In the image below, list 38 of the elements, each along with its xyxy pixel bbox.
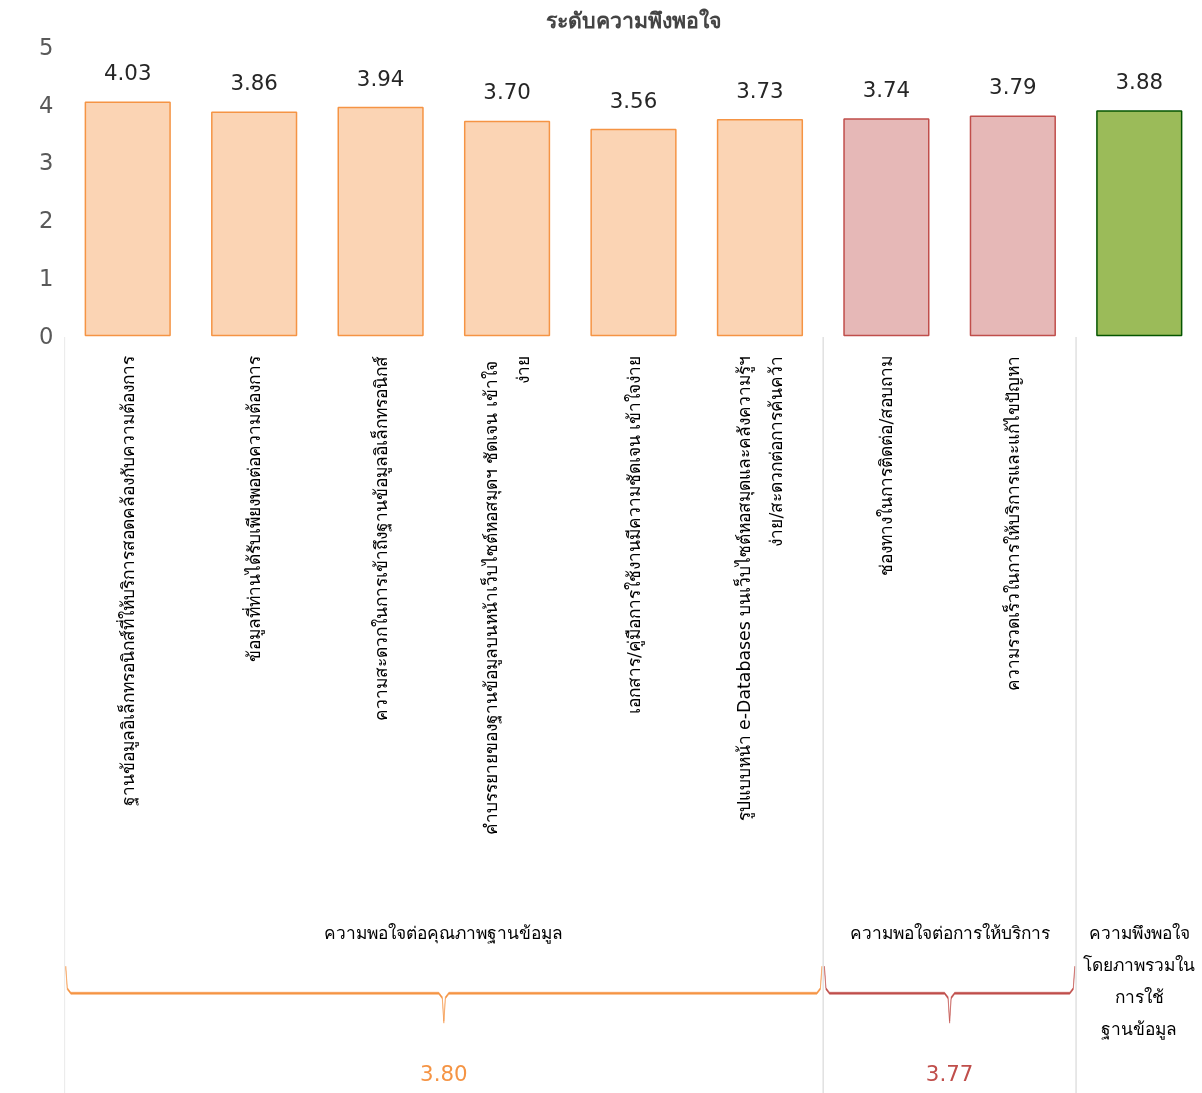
- y-tick-label: 3: [39, 149, 54, 176]
- data-label: 3.94: [356, 65, 405, 91]
- text: ความพึงพอใจ โดยภาพรวมใน การใช้ ฐานข้อมูล: [1083, 922, 1196, 1040]
- data-label: 3.86: [230, 70, 278, 96]
- bar: [843, 118, 930, 337]
- data-label: 3.73: [736, 77, 784, 103]
- y-tick-label: 2: [39, 207, 54, 234]
- bar: [463, 120, 551, 337]
- x-tick-label: ความรวดเร็วในการให้บริการและแก้ไขปัญหา: [1001, 355, 1023, 691]
- text: 3.80: [420, 1061, 468, 1087]
- bar: [84, 101, 171, 337]
- bar: [969, 115, 1056, 337]
- x-tick-label: คำบรรยายของฐานข้อมูลบนหน้าเว็บไซต์หอสมุดฯ ชัดเจน เข้าใจ ง่าย: [480, 355, 534, 836]
- data-label: 3.88: [1115, 68, 1164, 94]
- bar: [1096, 110, 1183, 337]
- text: ความพอใจต่อคุณภาพฐานข้อมูล: [324, 922, 564, 944]
- x-tick-label: รูปแบบหน้า e-Databases บนเว็บไซต์หอสมุดและคลังความรู้ฯ ง่าย/สะดวกต่อการค้นคว้า: [732, 355, 786, 822]
- y-tick-label: 0: [39, 322, 54, 349]
- x-tick-label: ข้อมูลที่ท่านได้รับเพียงพอต่อความต้องการ: [242, 355, 266, 662]
- y-tick-label: 1: [39, 265, 54, 292]
- x-tick-label: ช่องทางในการติดต่อ/สอบถาม: [876, 355, 897, 576]
- data-label: 4.03: [103, 60, 152, 86]
- text: ความพอใจต่อการให้บริการ: [849, 922, 1050, 943]
- x-tick-label: เอกสาร/คู่มือการใช้งานมีความชัดเจน เข้าใจง่าย: [623, 355, 645, 715]
- bar: [716, 118, 804, 337]
- bar: [211, 111, 298, 337]
- y-tick-label: 4: [39, 91, 54, 118]
- chart-title: ระดับความพึงพอใจ: [546, 7, 721, 33]
- y-tick-label: 5: [39, 33, 54, 60]
- x-tick-label: ฐานข้อมูลอิเล็กทรอนิกส์ที่ให้บริการสอดคล้องกับความต้องการ: [115, 355, 139, 806]
- data-label: 3.70: [483, 79, 531, 105]
- text: 3.77: [925, 1061, 974, 1087]
- bar: [590, 128, 677, 337]
- data-label: 3.56: [609, 87, 658, 113]
- data-label: 3.74: [862, 77, 911, 103]
- bar: [337, 106, 424, 337]
- x-tick-label: ความสะดวกในการเข้าถึงฐานข้อมูลอิเล็กทรอนิกส์: [369, 355, 392, 721]
- data-label: 3.79: [989, 74, 1037, 100]
